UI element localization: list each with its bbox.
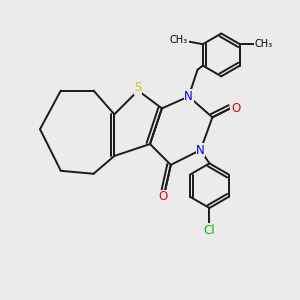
Text: CH₃: CH₃ [255,39,273,49]
Text: CH₃: CH₃ [170,35,188,45]
Text: O: O [159,190,168,203]
Text: N: N [196,143,205,157]
Text: Cl: Cl [204,224,215,237]
Text: O: O [231,102,240,115]
Text: N: N [184,90,193,103]
Text: S: S [134,81,142,94]
